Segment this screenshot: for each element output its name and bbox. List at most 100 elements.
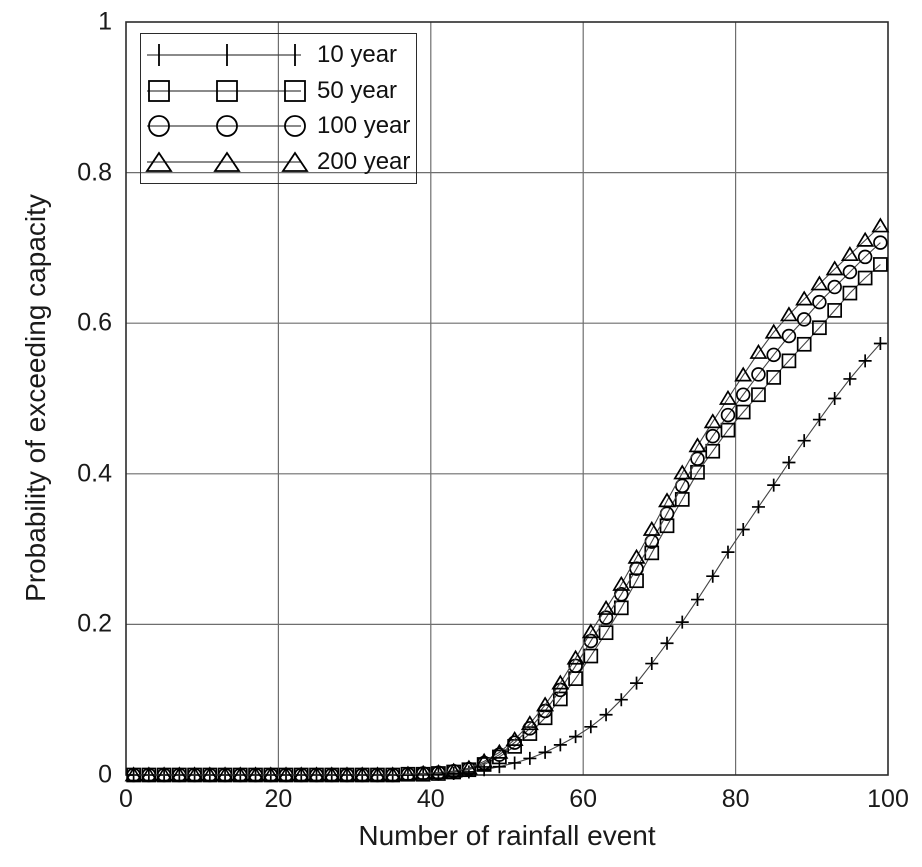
- y-tick-label: 0.6: [77, 308, 112, 337]
- square-marker: [598, 625, 614, 641]
- circle-marker: [842, 264, 858, 280]
- circle-marker: [751, 367, 766, 382]
- square-marker-icon: [147, 79, 306, 102]
- circle-marker: [690, 451, 705, 466]
- square-marker: [796, 336, 812, 352]
- triangle-marker: [597, 599, 616, 615]
- x-tick-label: 40: [416, 785, 445, 813]
- circle-marker: [705, 428, 720, 444]
- plus-marker: [584, 720, 598, 734]
- circle-marker: [796, 312, 812, 327]
- triangle-marker: [459, 759, 478, 775]
- series-markers-200-year: [124, 217, 890, 782]
- triangle-marker: [825, 260, 844, 276]
- circle-marker: [735, 387, 751, 402]
- triangle-marker: [475, 752, 494, 768]
- triangle-marker: [124, 766, 143, 782]
- plus-marker: [675, 615, 689, 629]
- triangle-marker: [216, 766, 235, 782]
- square-marker: [827, 303, 843, 318]
- plus-marker: [751, 500, 765, 514]
- triangle-marker: [688, 437, 707, 453]
- triangle-marker: [383, 766, 402, 782]
- circle-marker: [781, 328, 797, 344]
- y-tick-label: 0: [98, 760, 112, 789]
- series-line-200-year: [133, 225, 881, 776]
- circle-marker: [857, 249, 873, 265]
- triangle-marker: [444, 762, 463, 778]
- legend-label: 200 year: [317, 148, 411, 176]
- legend-item-50-year: 50 year: [141, 74, 416, 108]
- triangle-marker: [185, 766, 204, 782]
- triangle-marker: [414, 764, 433, 780]
- triangle-marker: [505, 730, 524, 746]
- triangle-marker: [581, 623, 600, 639]
- plus-marker: [614, 693, 628, 707]
- triangle-marker: [429, 764, 448, 780]
- square-marker: [751, 387, 766, 403]
- plus-marker: [599, 708, 613, 722]
- triangle-marker: [353, 766, 372, 782]
- triangle-marker: [840, 246, 859, 262]
- triangle-marker: [779, 306, 798, 322]
- triangle-marker: [490, 743, 509, 759]
- circle-marker: [812, 294, 827, 310]
- triangle-marker: [536, 696, 555, 712]
- triangle-marker: [322, 766, 341, 782]
- series-markers-50-year: [126, 257, 888, 783]
- square-marker: [583, 648, 599, 664]
- triangle-marker: [398, 765, 417, 781]
- triangle-marker: [642, 520, 661, 536]
- triangle-marker: [871, 217, 890, 233]
- plus-marker: [812, 413, 826, 427]
- square-marker: [735, 404, 751, 420]
- y-tick-label: 1: [98, 7, 112, 36]
- x-tick-label: 0: [119, 785, 133, 813]
- plus-marker: [843, 372, 857, 386]
- series-line-50-year: [133, 264, 881, 776]
- triangle-marker: [612, 575, 631, 591]
- triangle-marker: [627, 548, 646, 564]
- plus-marker: [691, 593, 704, 607]
- legend-item-100-year: 100 year: [141, 109, 416, 143]
- circle-marker: [583, 633, 599, 649]
- y-tick-label: 0.4: [77, 459, 112, 488]
- triangle-marker: [520, 715, 539, 731]
- triangle-marker: [155, 766, 174, 782]
- triangle-marker: [231, 766, 250, 782]
- square-marker: [766, 370, 782, 385]
- triangle-marker: [292, 766, 311, 782]
- triangle-marker: [139, 766, 158, 782]
- plus-marker: [858, 354, 872, 368]
- plus-marker: [721, 545, 735, 559]
- legend: 10 year 50 year 100 year: [140, 33, 417, 184]
- plus-marker: [569, 730, 583, 744]
- square-marker: [873, 257, 888, 272]
- triangle-marker: [764, 323, 783, 339]
- square-marker: [781, 353, 797, 369]
- triangle-marker: [368, 766, 387, 782]
- circle-marker: [827, 279, 842, 295]
- square-marker: [705, 443, 721, 459]
- triangle-marker: [307, 766, 326, 782]
- plus-marker: [538, 745, 552, 759]
- plot-border: [125, 21, 889, 776]
- x-tick-label: 100: [867, 785, 909, 813]
- square-marker: [629, 573, 644, 589]
- triangle-marker: [749, 343, 768, 359]
- triangle-marker: [673, 464, 692, 480]
- circle-marker: [766, 347, 781, 363]
- triangle-marker-icon: [145, 151, 309, 173]
- plus-marker: [736, 523, 750, 537]
- plus-marker: [492, 760, 506, 774]
- triangle-marker: [261, 766, 280, 782]
- triangle-marker: [566, 649, 585, 665]
- legend-item-200-year: 200 year: [141, 145, 416, 179]
- plus-marker: [660, 636, 674, 650]
- series-markers-10-year: [127, 337, 887, 782]
- triangle-marker: [551, 674, 570, 690]
- plus-marker: [508, 756, 522, 770]
- triangle-marker: [856, 231, 875, 247]
